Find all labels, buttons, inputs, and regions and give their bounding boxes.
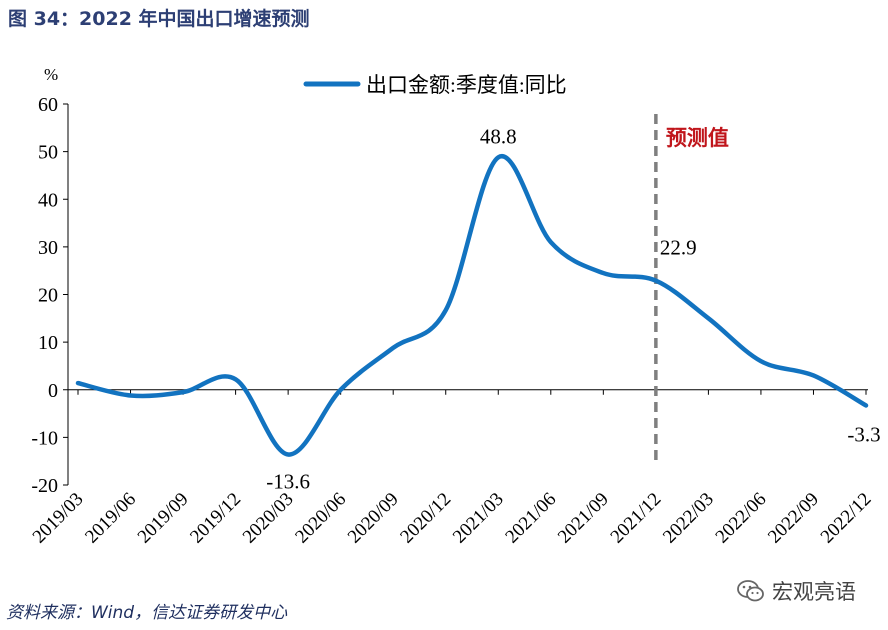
watermark: 宏观亮语 (736, 576, 856, 606)
forecast-marker: 预测值 (654, 114, 729, 466)
source-note: 资料来源：Wind，信达证券研发中心 (6, 603, 288, 623)
x-tick-label: 2021/12 (607, 489, 666, 548)
x-tick-label: 2019/09 (134, 489, 193, 548)
axes: -20 -10 0 10 20 30 40 50 60% 2019/032019/062019/0… (29, 65, 876, 548)
x-tick-label: 2019/06 (81, 489, 140, 548)
y-tick-label: 40 (38, 189, 58, 211)
x-tick-label: 2021/06 (501, 489, 560, 548)
watermark-text: 宏观亮语 (772, 580, 856, 604)
figure-title: 图 34：2022 年中国出口增速预测 (8, 8, 310, 30)
y-axis-unit: % (44, 65, 58, 84)
x-tick-label: 2019/03 (29, 489, 88, 548)
series-layer (75, 154, 869, 457)
wechat-icon (737, 580, 764, 602)
x-tick-label: 2020/12 (396, 489, 455, 548)
x-tick-label: 2021/09 (554, 489, 613, 548)
x-tick-label: 2020/09 (344, 489, 403, 548)
y-tick-label: 30 (38, 237, 58, 259)
x-tick-label: 2020/03 (239, 489, 298, 548)
forecast-label: 预测值 (666, 126, 729, 150)
y-tick-label: -10 (31, 427, 58, 449)
legend-label: 出口金额:季度值:同比 (366, 73, 567, 97)
x-tick-label: 2022/03 (659, 489, 718, 548)
y-tick-label: 0 (48, 380, 58, 402)
x-tick-label: 2021/03 (449, 489, 508, 548)
y-tick-label: 60 (38, 94, 58, 116)
y-tick-label: 10 (38, 332, 58, 354)
x-tick-label: 2022/09 (764, 489, 823, 548)
data-label: 48.8 (480, 124, 517, 148)
y-tick-label: -20 (31, 475, 58, 497)
legend: 出口金额:季度值:同比 (303, 73, 567, 97)
x-tick-label: 2022/06 (712, 489, 771, 548)
data-label: -13.6 (266, 470, 310, 494)
x-tick-label: 2020/06 (291, 489, 350, 548)
x-tick-label: 2022/12 (817, 489, 876, 548)
y-tick-label: 20 (38, 285, 58, 307)
data-label: 22.9 (660, 236, 697, 260)
x-tick-label: 2019/12 (186, 489, 245, 548)
series-line-0 (75, 154, 869, 457)
y-tick-label: 50 (38, 142, 58, 164)
data-labels: -13.6 48.8 22.9 -3.3 (266, 124, 880, 493)
data-label: -3.3 (847, 422, 880, 446)
